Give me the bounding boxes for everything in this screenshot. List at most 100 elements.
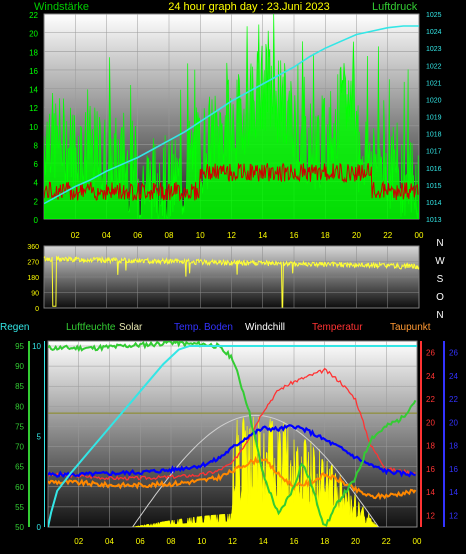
rain-series <box>48 345 417 527</box>
soil-temp-tick-label: 12 <box>449 511 458 520</box>
humidity-tick-label: 90 <box>15 362 24 371</box>
legend-item: Regen <box>0 322 29 333</box>
wind-pressure-panel: 2220181614121086420102510241023102210211… <box>29 1 442 240</box>
pressure-tick-label: 1015 <box>426 183 442 190</box>
wind-tick-label: 8 <box>34 141 39 150</box>
pressure-tick-label: 1025 <box>426 12 442 19</box>
wind-tick-label: 18 <box>29 48 38 57</box>
wind-tick-label: 20 <box>29 30 38 39</box>
x-tick-label: 00 <box>413 537 422 546</box>
pressure-tick-label: 1023 <box>426 46 442 53</box>
temperature-tick-label: 14 <box>426 488 435 497</box>
legend-item: Temp. Boden <box>174 322 233 333</box>
temperature-tick-label: 26 <box>426 349 435 358</box>
direction-tick-label: 0 <box>35 306 39 313</box>
pressure-tick-label: 1024 <box>426 29 442 36</box>
wind-tick-label: 22 <box>29 11 38 20</box>
x-tick-label: 12 <box>228 537 237 546</box>
legend-item: Taupunkt <box>390 322 431 333</box>
pressure-tick-label: 1022 <box>426 63 442 70</box>
wind-tick-label: 4 <box>34 179 39 188</box>
x-tick-label: 00 <box>415 231 424 240</box>
x-tick-label: 02 <box>71 231 80 240</box>
compass-label: N <box>436 238 443 249</box>
humidity-tick-label: 85 <box>15 382 24 391</box>
x-tick-label: 06 <box>133 231 142 240</box>
wind-tick-label: 10 <box>29 123 38 132</box>
x-tick-label: 22 <box>383 231 392 240</box>
x-tick-label: 14 <box>258 231 267 240</box>
wind-tick-label: 12 <box>29 104 38 113</box>
humidity-tick-label: 70 <box>15 443 24 452</box>
legend-item: Solar <box>119 322 143 333</box>
soil-temp-tick-label: 18 <box>449 442 458 451</box>
x-tick-label: 02 <box>74 537 83 546</box>
x-tick-label: 16 <box>290 231 299 240</box>
temperature-tick-label: 20 <box>426 418 435 427</box>
soil-temp-tick-label: 16 <box>449 465 458 474</box>
wind-tick-label: 0 <box>34 216 39 225</box>
soil-temp-tick-label: 14 <box>449 488 458 497</box>
temp-axis-line <box>420 341 422 527</box>
rain-tick-label: 10 <box>32 342 41 351</box>
humidity-tick-label: 80 <box>15 402 24 411</box>
wind-tick-label: 16 <box>29 67 38 76</box>
x-tick-label: 10 <box>197 537 206 546</box>
direction-tick-label: 270 <box>27 260 39 267</box>
dewpoint-series <box>48 455 417 501</box>
temperature-humidity-panel: 9590858075706560555010502624222018161412… <box>0 322 458 546</box>
humidity-tick-label: 95 <box>15 342 24 351</box>
temperature-tick-label: 22 <box>426 395 435 404</box>
temperature-tick-label: 18 <box>426 442 435 451</box>
temperature-tick-label: 24 <box>426 372 435 381</box>
humidity-tick-label: 55 <box>15 503 24 512</box>
wind-average-series <box>44 162 419 202</box>
soil-temp-tick-label: 20 <box>449 418 458 427</box>
wind-direction-series <box>43 255 420 308</box>
x-tick-label: 10 <box>196 231 205 240</box>
legend-item: Temperatur <box>312 322 363 333</box>
pressure-tick-label: 1018 <box>426 132 442 139</box>
humidity-tick-label: 60 <box>15 483 24 492</box>
wind-tick-label: 14 <box>29 86 38 95</box>
pressure-tick-label: 1013 <box>426 217 442 224</box>
x-tick-label: 08 <box>167 537 176 546</box>
humidity-axis-line <box>28 341 30 527</box>
humidity-tick-label: 75 <box>15 422 24 431</box>
pressure-tick-label: 1016 <box>426 166 442 173</box>
x-tick-label: 08 <box>165 231 174 240</box>
x-tick-label: 20 <box>352 231 361 240</box>
legend-item: Windchill <box>245 322 285 333</box>
x-tick-label: 20 <box>351 537 360 546</box>
pressure-tick-label: 1021 <box>426 80 442 87</box>
panel1-title: 24 hour graph day : 23.Juni 2023 <box>168 1 329 13</box>
x-tick-label: 18 <box>320 537 329 546</box>
direction-tick-label: 180 <box>27 275 39 282</box>
wind-tick-label: 6 <box>34 160 39 169</box>
pressure-tick-label: 1017 <box>426 149 442 156</box>
rain-tick-label: 0 <box>37 523 42 532</box>
soil-temperature-series <box>48 424 416 479</box>
soil-temp-tick-label: 22 <box>449 395 458 404</box>
compass-label: W <box>435 256 445 267</box>
x-tick-label: 18 <box>321 231 330 240</box>
panel1-left-label: Windstärke <box>34 1 89 13</box>
x-tick-label: 06 <box>136 537 145 546</box>
x-tick-label: 04 <box>105 537 114 546</box>
blue-axis-line <box>443 341 445 527</box>
x-tick-label: 12 <box>227 231 236 240</box>
x-tick-label: 14 <box>259 537 268 546</box>
wind-tick-label: 2 <box>34 197 39 206</box>
temperature-tick-label: 12 <box>426 511 435 520</box>
direction-tick-label: 90 <box>31 291 39 298</box>
legend-item: Luftfeuchte <box>66 322 116 333</box>
humidity-series <box>48 341 417 527</box>
temperature-tick-label: 16 <box>426 465 435 474</box>
compass-label: O <box>436 292 444 303</box>
compass-label: N <box>436 310 443 321</box>
humidity-tick-label: 65 <box>15 463 24 472</box>
direction-tick-label: 360 <box>27 244 39 251</box>
compass-label: S <box>437 274 444 285</box>
